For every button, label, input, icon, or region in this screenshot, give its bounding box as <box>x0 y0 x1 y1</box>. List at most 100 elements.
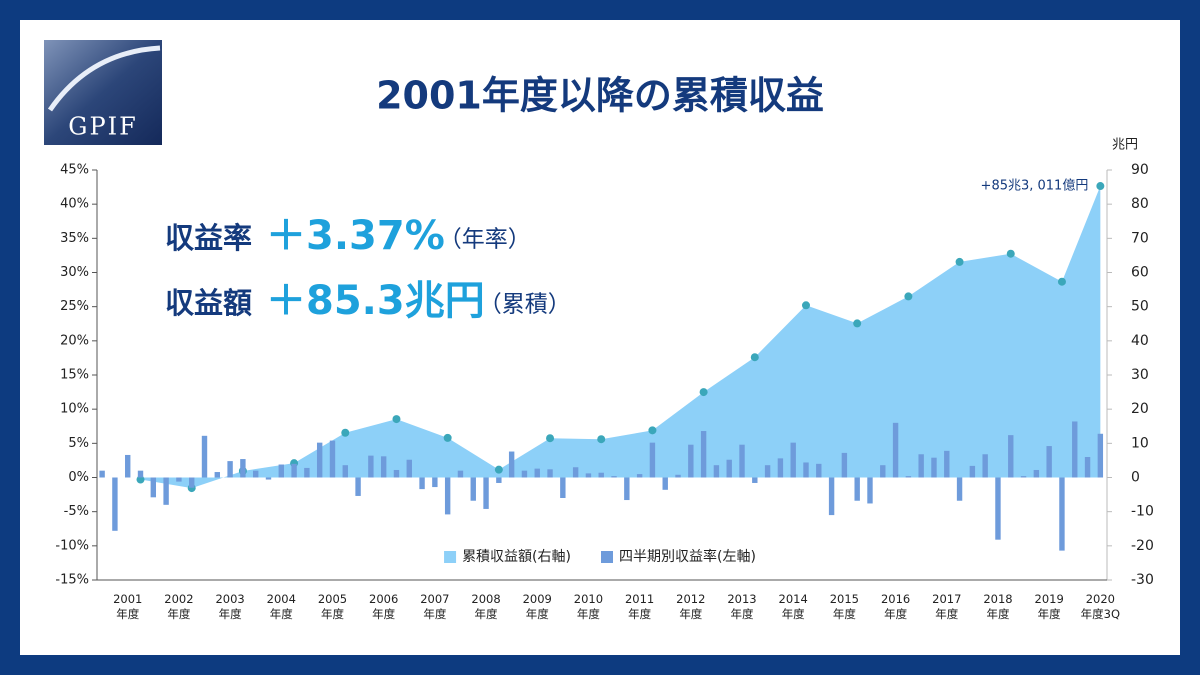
quarterly-bar <box>99 470 105 478</box>
x-tick-label: 2011 年度 <box>624 592 655 621</box>
quarterly-bar <box>163 477 169 505</box>
x-tick-label: 2001 年度 <box>113 592 143 621</box>
quarterly-bar <box>1033 469 1040 478</box>
quarterly-bar <box>944 450 950 478</box>
cumulative-marker <box>1057 277 1066 286</box>
x-tick-label: 2018 年度 <box>983 592 1013 621</box>
headline-note: （累積） <box>479 292 571 318</box>
quarterly-bar <box>406 459 412 478</box>
quarterly-bar <box>624 477 630 501</box>
quarterly-bar <box>675 474 681 478</box>
quarterly-bar <box>560 477 566 498</box>
legend-label: 四半期別収益率(左軸) <box>619 548 756 565</box>
legend: 累積収益額(右軸) 四半期別収益率(左軸) <box>444 548 756 565</box>
quarterly-bar <box>688 444 694 478</box>
y-tick-label: 0% <box>68 470 89 485</box>
annotation: +85兆3, 011億円 <box>981 178 1089 194</box>
headline-label: 収益率 <box>165 221 252 255</box>
y-tick-label: 15% <box>60 368 89 383</box>
cumulative-marker <box>904 292 913 301</box>
y-tick-label: 10% <box>60 402 89 417</box>
y-tick-label: -15% <box>55 573 89 588</box>
quarterly-bar <box>662 477 668 490</box>
headline-note: （年率） <box>439 227 531 253</box>
quarterly-bar <box>444 477 451 515</box>
quarterly-bar <box>496 477 502 483</box>
quarterly-bar <box>764 465 771 478</box>
quarterly-bar <box>176 477 182 482</box>
quarterly-bar <box>521 470 528 478</box>
quarterly-bar <box>790 442 796 478</box>
quarterly-bar <box>112 477 118 531</box>
quarterly-bar <box>508 451 515 478</box>
x-tick-label: 2017 年度 <box>932 592 962 621</box>
x-tick-label: 2007 年度 <box>420 592 450 621</box>
x-tick-label: 2008 年度 <box>471 592 501 621</box>
quarterly-bar <box>777 458 784 478</box>
cumulative-marker <box>801 301 810 310</box>
y2-tick-label: -30 <box>1131 572 1154 588</box>
quarterly-bar <box>329 440 336 478</box>
x-tick-label: 2005 年度 <box>317 592 348 621</box>
y-tick-label: 35% <box>60 231 89 246</box>
quarterly-bar <box>1020 476 1027 478</box>
quarterly-bar <box>1097 433 1104 478</box>
headline-value: ＋85.3兆円 <box>266 278 485 324</box>
cumulative-marker <box>1096 182 1105 191</box>
cumulative-marker <box>750 353 759 362</box>
quarterly-bar <box>227 461 233 478</box>
quarterly-bar <box>368 455 374 478</box>
cumulative-marker <box>597 435 606 444</box>
cumulative-area <box>140 186 1101 489</box>
cumulative-marker <box>955 257 964 266</box>
y2-tick-label: 70 <box>1131 230 1149 246</box>
cumulative-marker <box>494 465 503 474</box>
y2-tick-label: 20 <box>1131 401 1149 417</box>
quarterly-bar <box>867 477 873 504</box>
quarterly-bar <box>252 470 259 478</box>
cumulative-marker <box>648 426 657 435</box>
cumulative-marker <box>546 434 555 443</box>
quarterly-bar <box>956 477 963 501</box>
quarterly-bar <box>854 477 860 501</box>
y-tick-label: 5% <box>68 436 89 451</box>
quarterly-bar <box>125 454 131 478</box>
x-tick-label: 2013 年度 <box>727 592 757 621</box>
x-tick-label: 2016 年度 <box>880 592 911 621</box>
headline-value: ＋3.37% <box>266 213 445 259</box>
x-tick-label: 2015 年度 <box>829 592 860 621</box>
quarterly-bar <box>265 477 272 480</box>
y2-tick-label: 80 <box>1131 196 1149 212</box>
y2-tick-label: 0 <box>1131 470 1140 486</box>
y2-tick-label: -10 <box>1131 504 1154 520</box>
cumulative-marker <box>1006 249 1015 258</box>
y2-tick-label: 90 <box>1131 162 1149 178</box>
quarterly-bar <box>841 452 848 478</box>
quarterly-bar <box>419 477 425 490</box>
cumulative-marker <box>136 475 145 484</box>
quarterly-bar <box>240 459 246 478</box>
quarterly-bar <box>649 442 656 478</box>
quarterly-bar <box>995 477 1001 540</box>
quarterly-bar <box>291 463 297 478</box>
quarterly-bar <box>316 442 323 478</box>
x-tick-label: 2004 年度 <box>266 592 296 621</box>
quarterly-bar <box>739 444 745 478</box>
cumulative-marker <box>699 388 708 397</box>
cumulative-marker <box>392 415 401 424</box>
y-tick-label: -10% <box>55 538 89 553</box>
quarterly-bar <box>803 462 809 478</box>
quarterly-bar <box>278 464 284 478</box>
quarterly-bar <box>432 477 438 488</box>
quarterly-bar <box>547 469 553 478</box>
logo-text: GPIF <box>68 113 137 141</box>
legend-swatch <box>601 551 613 563</box>
logo: GPIF <box>44 40 162 145</box>
y2-tick-label: 30 <box>1131 367 1149 383</box>
quarterly-bar <box>483 477 489 509</box>
legend-label: 累積収益額(右軸) <box>462 549 571 565</box>
quarterly-bar <box>828 477 835 516</box>
headline-label: 収益額 <box>165 286 252 320</box>
y2-tick-label: 50 <box>1131 299 1149 315</box>
